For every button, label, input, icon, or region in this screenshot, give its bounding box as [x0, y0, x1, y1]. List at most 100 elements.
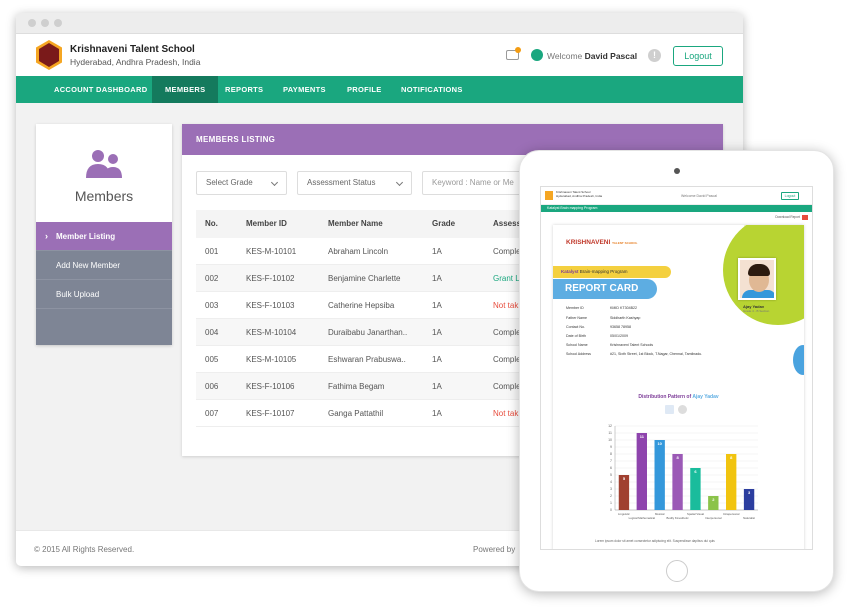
bar-value-label: 2 [712, 497, 715, 502]
row-status: Comple [493, 355, 521, 364]
y-tick-label: 0 [610, 508, 612, 512]
window-dot-minimize[interactable] [41, 19, 49, 27]
sidebar-item-add-new-member[interactable]: Add New Member [36, 251, 172, 280]
main-nav: ACCOUNT DASHBOARD MEMBERS REPORTS PAYMEN… [16, 76, 743, 103]
nav-account-dashboard[interactable]: ACCOUNT DASHBOARD [54, 85, 148, 94]
row-grade: 1A [432, 355, 442, 364]
row-member-id: KES-F-10102 [246, 274, 295, 283]
school-location: Hyderabad, Andhra Pradesh, India [70, 57, 201, 67]
bar-musical [654, 440, 665, 510]
tablet-home-button[interactable] [666, 560, 688, 582]
x-tick-label: Musical [655, 512, 665, 516]
sidebar-title: Members [74, 188, 134, 204]
chat-icon[interactable] [506, 50, 519, 60]
bar-value-label: 8 [730, 455, 733, 460]
bar-value-label: 5 [623, 476, 626, 481]
row-member-id: KES-F-10103 [246, 301, 295, 310]
chart-title-prefix: Distribution Pattern of [638, 394, 692, 400]
row-grade: 1A [432, 247, 442, 256]
mini-nav: Katalyst Brain mapping Program [541, 205, 812, 212]
x-tick-label: Linguistic [618, 512, 630, 516]
pie-chart-icon[interactable] [678, 405, 687, 414]
row-member-id: KES-F-10107 [246, 409, 295, 418]
sidebar-item-bulk-upload[interactable]: Bulk Upload [36, 280, 172, 309]
bar-naturalist [743, 489, 755, 510]
grade-select[interactable]: Select Grade [196, 171, 287, 195]
info-label: Contact No. [566, 325, 585, 329]
pdf-icon[interactable] [802, 215, 808, 220]
y-tick-label: 12 [608, 424, 612, 428]
table-row[interactable]: 001 KES-M-10101 Abraham Lincoln 1A Comple [196, 238, 723, 265]
mini-logout-button[interactable]: Logout [781, 192, 799, 200]
student-photo [738, 258, 776, 300]
y-tick-label: 7 [610, 459, 612, 463]
tablet-screen: Krishnaveni Talent School Hyderabad, Andh… [540, 186, 813, 550]
x-tick-label: Spatial Visual [687, 512, 704, 516]
window-dot-maximize[interactable] [54, 19, 62, 27]
table-row[interactable]: 005 KES-M-10105 Eshwaran Prabuswa.. 1A Compl… [196, 346, 723, 373]
col-no: No. [205, 219, 218, 228]
info-value: #21, Sixth Street, 1st Block, T.Nagar, C… [610, 352, 703, 356]
row-status: Not tak [493, 301, 519, 310]
info-value: Siddharth Kashyap [610, 316, 641, 320]
student-grade: Grade 4 - B Section [743, 309, 770, 313]
chevron-right-icon: › [45, 231, 48, 241]
browser-chrome [16, 13, 743, 34]
row-no: 005 [205, 355, 219, 364]
powered-by: Powered by [473, 545, 516, 554]
info-label: Father Name [566, 316, 587, 320]
y-tick-label: 8 [610, 452, 612, 456]
nav-profile[interactable]: PROFILE [347, 85, 382, 94]
help-icon[interactable]: ! [648, 49, 661, 62]
window-dot-close[interactable] [28, 19, 36, 27]
info-label: School Address [566, 352, 591, 356]
nav-payments[interactable]: PAYMENTS [283, 85, 326, 94]
mini-header: Krishnaveni Talent School Hyderabad, Andh… [541, 187, 812, 205]
bar-spatial-visual [690, 468, 701, 510]
row-member-id: KES-M-10104 [246, 328, 297, 337]
row-grade: 1A [432, 328, 442, 337]
nav-reports[interactable]: REPORTS [225, 85, 264, 94]
row-member-name: Abraham Lincoln [328, 247, 389, 256]
nav-members[interactable]: MEMBERS [152, 76, 219, 103]
mini-subbar: Download Report [541, 212, 812, 222]
row-no: 002 [205, 274, 219, 283]
row-member-id: KES-M-10105 [246, 355, 297, 364]
program-banner: Katalyst Brain-mapping Program [553, 266, 671, 278]
y-tick-label: 11 [608, 431, 612, 435]
row-status: Comple [493, 247, 521, 256]
chart-title: Distribution Pattern of Ajay Yadav [553, 394, 804, 400]
x-tick-label: Logical Mathematical [629, 516, 656, 520]
row-grade: 1A [432, 382, 442, 391]
welcome-text: Welcome David Pascal [547, 51, 638, 61]
download-report-link[interactable]: Download Report [775, 215, 800, 219]
nav-notifications[interactable]: NOTIFICATIONS [401, 85, 463, 94]
assessment-status-select[interactable]: Assessment Status [297, 171, 412, 195]
y-tick-label: 4 [610, 480, 612, 484]
row-no: 007 [205, 409, 219, 418]
row-no: 001 [205, 247, 219, 256]
bar-value-label: 10 [657, 441, 662, 446]
notification-badge [515, 47, 521, 53]
user-name: David Pascal [584, 51, 638, 61]
col-member-name: Member Name [328, 219, 383, 228]
bar-intrapersonal [726, 454, 737, 510]
table-row[interactable]: 003 KES-F-10103 Catherine Hepsiba 1A Not tak [196, 292, 723, 319]
y-tick-label: 6 [610, 466, 612, 470]
bar-bodily-kinesthetic [672, 454, 683, 510]
members-icon [86, 150, 122, 178]
sidebar-item-member-listing[interactable]: › Member Listing [36, 222, 172, 251]
report-description: Lorem ipsum dolor sit amet consectetur a… [595, 539, 715, 543]
chart-title-name: Ajay Yadav [692, 394, 719, 400]
row-no: 006 [205, 382, 219, 391]
bar-chart-icon[interactable] [665, 405, 674, 414]
row-status: Grant L [493, 274, 520, 283]
logout-button[interactable]: Logout [673, 46, 723, 66]
table-row[interactable]: 007 KES-F-10107 Ganga Pattathil 1A Not tak [196, 400, 723, 427]
school-logo[interactable] [36, 40, 62, 70]
row-member-name: Fathima Begam [328, 382, 385, 391]
chart-toggle [665, 405, 689, 414]
row-no: 004 [205, 328, 219, 337]
chevron-down-icon [270, 178, 279, 187]
